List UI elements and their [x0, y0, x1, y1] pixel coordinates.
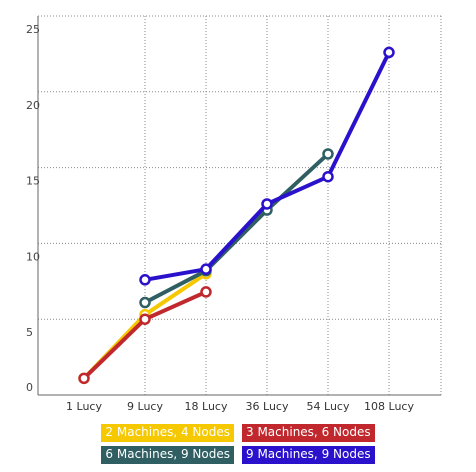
- legend-item-3-machines-6-nodes[interactable]: 3 Machines, 6 Nodes: [242, 424, 375, 442]
- y-tick-label-0: 0: [26, 381, 33, 394]
- legend-item-9-machines-9-nodes[interactable]: 9 Machines, 9 Nodes: [242, 446, 375, 464]
- data-point-s3-2: [200, 263, 212, 275]
- legend-item-2-machines-4-nodes[interactable]: 2 Machines, 4 Nodes: [101, 424, 234, 442]
- data-point-s2-1: [139, 296, 151, 309]
- series-3: [139, 46, 395, 286]
- tick-labels: 0 5 10 15 20 25 1 Lucy 9 Lucy 18 Lucy 36 Lucy 54 L…: [26, 23, 414, 413]
- legend-row-2: 6 Machines, 9 Nodes 9 Machines, 9 Nodes: [0, 446, 476, 464]
- data-point-s3-3: [261, 198, 273, 210]
- y-tick-label-10: 10: [26, 250, 40, 263]
- series-line-2: [143, 151, 330, 305]
- data-point-s2-4: [322, 148, 334, 160]
- grid: [38, 15, 442, 395]
- data-point-s1-0: [78, 372, 90, 385]
- x-tick-label-5: 108 Lucy: [364, 400, 414, 413]
- series-2: [139, 148, 334, 309]
- data-point-s1-1: [139, 313, 151, 325]
- data-point-s3-5: [383, 46, 395, 59]
- series-1: [78, 286, 212, 385]
- x-tick-label-0: 1 Lucy: [66, 400, 102, 413]
- data-point-s3-4: [322, 170, 334, 183]
- x-tick-label-1: 9 Lucy: [127, 400, 163, 413]
- y-tick-label-5: 5: [26, 326, 33, 339]
- x-tick-label-3: 36 Lucy: [246, 400, 289, 413]
- series-layer: [78, 46, 395, 385]
- x-tick-label-2: 18 Lucy: [185, 400, 228, 413]
- x-tick-label-4: 54 Lucy: [307, 400, 350, 413]
- y-tick-label-25: 25: [26, 23, 40, 36]
- y-tick-label-20: 20: [26, 99, 40, 112]
- data-point-s1-2: [200, 286, 212, 298]
- legend-row-1: 2 Machines, 4 Nodes 3 Machines, 6 Nodes: [0, 424, 476, 442]
- data-point-s3-1: [139, 274, 151, 286]
- y-tick-label-15: 15: [26, 175, 40, 188]
- axes: [37, 16, 441, 396]
- legend-item-6-machines-9-nodes[interactable]: 6 Machines, 9 Nodes: [101, 446, 234, 464]
